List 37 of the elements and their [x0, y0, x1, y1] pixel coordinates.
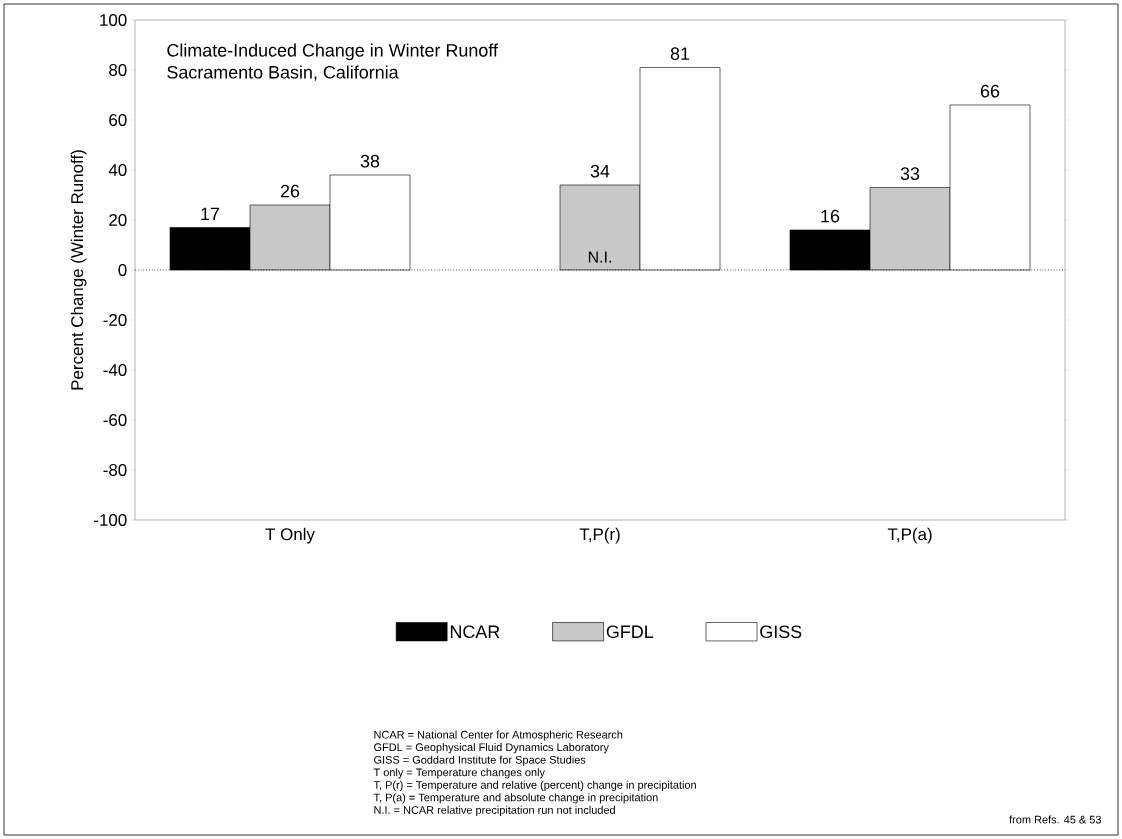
text: NCAR = National Center for Atmospheric Research — [374, 730, 623, 741]
annotation: N.I. — [588, 251, 611, 263]
legend-label: NCAR — [450, 625, 500, 639]
data-label: 17 — [201, 207, 220, 220]
data-label: 16 — [821, 209, 840, 223]
y-tick-label: -100 — [94, 514, 127, 526]
text: T, P(a) = Temperature and absolute change in precipitation — [373, 793, 658, 804]
y-tick-label: -20 — [103, 314, 127, 326]
data-label: 33 — [900, 167, 920, 180]
text: N.I. = NCAR relative precipitation run not included — [374, 805, 615, 817]
text: T only = Temperature changes only — [373, 768, 545, 779]
data-label: 38 — [360, 154, 380, 168]
text: Climate-Induced Change in Winter Runoff — [167, 43, 499, 61]
y-tick-label: 40 — [108, 164, 127, 176]
text: from Refs. 45 & 53 — [1009, 815, 1101, 824]
y-tick-label: 0 — [118, 264, 127, 276]
legend-label: GFDL — [606, 625, 654, 639]
data-label: 26 — [280, 184, 300, 198]
x-tick-label: T,P(a) — [887, 527, 932, 544]
data-label: 34 — [590, 164, 610, 178]
text: Sacramento Basin, California — [167, 65, 399, 81]
y-axis-title: Percent Change (Winter Runoff) — [70, 150, 87, 390]
text: T, P(r) = Temperature and relative (percent) change in precipitation — [373, 780, 696, 791]
y-tick-label: -60 — [103, 414, 127, 426]
text: GISS = Goddard Institute for Space Studies — [374, 755, 586, 766]
y-tick-label: 60 — [109, 114, 127, 126]
y-tick-label: -80 — [103, 464, 127, 476]
y-tick-label: -40 — [103, 364, 127, 376]
x-tick-label: T,P(r) — [579, 527, 620, 544]
y-tick-label: 100 — [100, 13, 127, 26]
x-tick-label: T Only — [265, 527, 315, 544]
data-label: 81 — [670, 47, 690, 60]
data-label: 66 — [980, 84, 1000, 98]
y-tick-label: 80 — [109, 64, 127, 76]
legend-label: GISS — [760, 625, 802, 639]
y-tick-label: 20 — [109, 214, 127, 226]
text: GFDL = Geophysical Fluid Dynamics Laboratory — [374, 743, 609, 754]
